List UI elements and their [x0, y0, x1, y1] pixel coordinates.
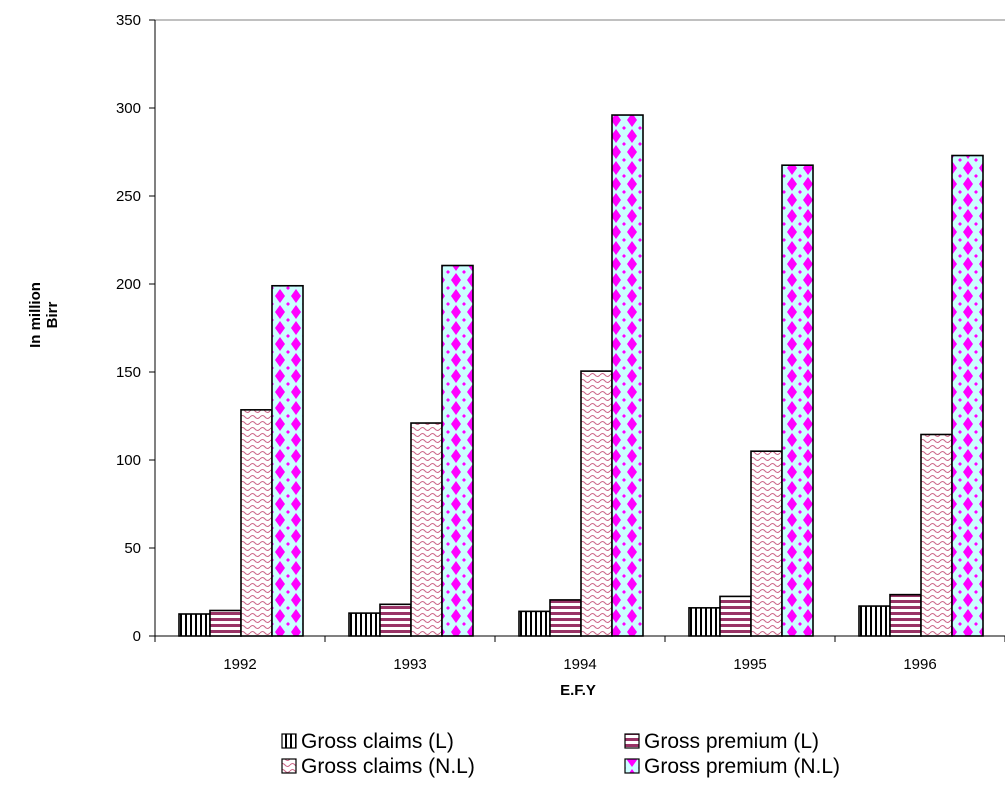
bar — [611, 114, 644, 637]
bars — [178, 114, 984, 637]
y-tick-label: 0 — [133, 628, 141, 645]
bar — [858, 605, 891, 637]
bar — [951, 154, 984, 637]
bar — [348, 612, 381, 637]
x-tick-label: 1993 — [393, 656, 426, 673]
y-tick-label: 350 — [116, 12, 141, 29]
x-tick-label: 1992 — [223, 656, 256, 673]
bar — [719, 595, 752, 637]
y-tick-label: 250 — [116, 188, 141, 205]
x-tick-label: 1995 — [733, 656, 766, 673]
y-axis-title: In million Birr — [27, 282, 61, 348]
bar — [441, 264, 474, 637]
x-axis-title: E.F.Y — [560, 682, 596, 699]
x-tick-label: 1994 — [563, 656, 596, 673]
y-tick-label: 150 — [116, 364, 141, 381]
legend-label: Gross premium (L) — [644, 730, 819, 753]
bar — [920, 433, 953, 637]
legend-swatch — [281, 733, 297, 749]
bar — [271, 284, 304, 637]
y-tick-label: 50 — [124, 540, 141, 557]
legend-label: Gross claims (N.L) — [301, 755, 475, 778]
legend-swatch — [624, 758, 640, 774]
legend-label: Gross premium (N.L) — [644, 755, 840, 778]
x-tick-label: 1996 — [903, 656, 936, 673]
bar — [889, 593, 922, 637]
bar — [379, 603, 412, 637]
bar — [580, 370, 613, 637]
y-axis-title-line-2: Birr — [44, 302, 61, 329]
bar — [518, 610, 551, 637]
bar — [750, 450, 783, 637]
legend: Gross claims (L) Gross premium (L) Gross c… — [281, 730, 840, 778]
y-axis-title-line-1: In million — [27, 282, 44, 348]
legend-label: Gross claims (L) — [301, 730, 454, 753]
y-tick-label: 200 — [116, 276, 141, 293]
bar — [688, 607, 721, 637]
bar — [549, 599, 582, 637]
bar — [410, 422, 443, 637]
bar — [178, 613, 211, 637]
legend-swatch — [281, 758, 297, 774]
bar — [240, 409, 273, 637]
y-tick-label: 300 — [116, 100, 141, 117]
bar — [781, 164, 814, 637]
legend-swatch — [624, 733, 640, 749]
bar — [209, 609, 242, 637]
y-tick-label: 100 — [116, 452, 141, 469]
